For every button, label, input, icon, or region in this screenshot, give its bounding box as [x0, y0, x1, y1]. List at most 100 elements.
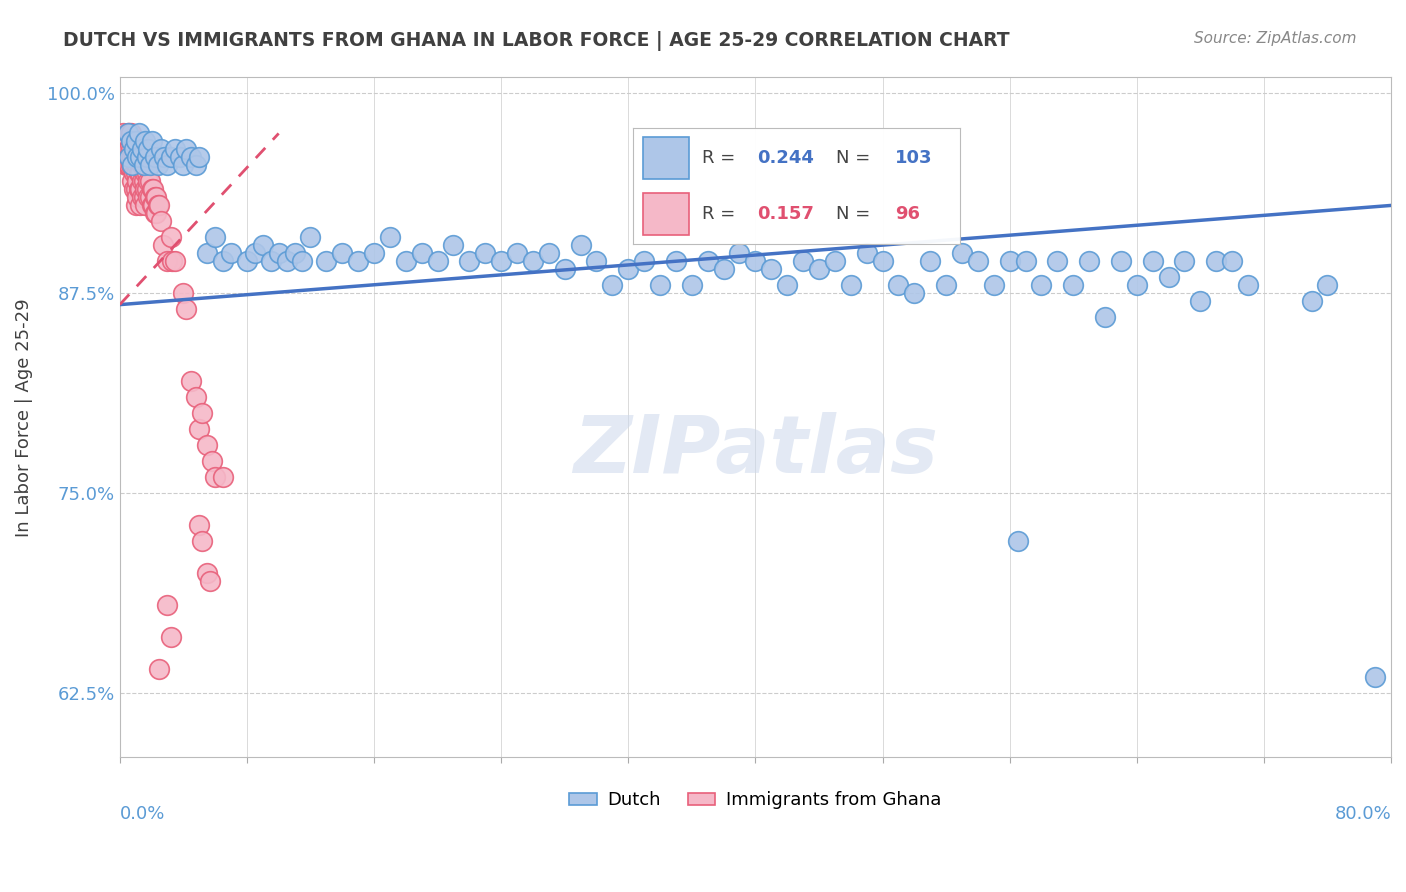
Point	[115, 158, 138, 172]
Point	[378, 230, 401, 244]
Point	[121, 174, 143, 188]
Point	[127, 174, 149, 188]
Point	[120, 150, 142, 164]
Point	[950, 246, 973, 260]
Point	[124, 182, 146, 196]
Point	[260, 254, 283, 268]
Text: R =: R =	[702, 149, 741, 167]
Point	[153, 150, 176, 164]
Point	[124, 150, 146, 164]
Point	[681, 278, 703, 293]
Point	[146, 198, 169, 212]
Point	[1109, 254, 1132, 268]
Point	[522, 254, 544, 268]
Point	[121, 135, 143, 149]
Point	[122, 135, 145, 149]
Point	[124, 135, 146, 149]
Point	[120, 127, 142, 141]
Point	[276, 254, 298, 268]
Point	[188, 518, 211, 533]
Point	[1062, 278, 1084, 293]
Point	[195, 566, 218, 581]
Point	[761, 262, 783, 277]
Point	[1094, 310, 1116, 325]
Point	[132, 158, 155, 172]
Point	[134, 182, 156, 196]
Point	[129, 198, 152, 212]
Bar	[643, 137, 689, 179]
Point	[127, 158, 149, 172]
Point	[1078, 254, 1101, 268]
Point	[347, 254, 370, 268]
Point	[124, 166, 146, 180]
Point	[633, 254, 655, 268]
Point	[131, 158, 153, 172]
Point	[141, 198, 163, 212]
Text: 0.244: 0.244	[758, 149, 814, 167]
Point	[728, 246, 751, 260]
Text: DUTCH VS IMMIGRANTS FROM GHANA IN LABOR FORCE | AGE 25-29 CORRELATION CHART: DUTCH VS IMMIGRANTS FROM GHANA IN LABOR …	[63, 31, 1010, 51]
Point	[363, 246, 385, 260]
Point	[176, 302, 198, 317]
Point	[602, 278, 624, 293]
Point	[1014, 254, 1036, 268]
Point	[411, 246, 433, 260]
Y-axis label: In Labor Force | Age 25-29: In Labor Force | Age 25-29	[15, 298, 32, 537]
Point	[792, 254, 814, 268]
Point	[143, 206, 166, 220]
Point	[159, 631, 181, 645]
Point	[121, 150, 143, 164]
Point	[145, 190, 167, 204]
Point	[1189, 294, 1212, 309]
Point	[330, 246, 353, 260]
Point	[713, 262, 735, 277]
Point	[115, 135, 138, 149]
Point	[204, 230, 226, 244]
Point	[117, 143, 139, 157]
Text: 96: 96	[896, 205, 920, 223]
Point	[156, 599, 179, 613]
Point	[299, 230, 322, 244]
Point	[1364, 670, 1386, 684]
Point	[138, 174, 160, 188]
Point	[132, 158, 155, 172]
Point	[267, 246, 290, 260]
Point	[118, 143, 141, 157]
Point	[1205, 254, 1227, 268]
Point	[1046, 254, 1069, 268]
Point	[138, 190, 160, 204]
Point	[776, 278, 799, 293]
Point	[903, 286, 925, 301]
Point	[807, 262, 830, 277]
Point	[458, 254, 481, 268]
Point	[118, 158, 141, 172]
Point	[824, 254, 846, 268]
Point	[489, 254, 512, 268]
Point	[291, 254, 314, 268]
Point	[1125, 278, 1147, 293]
Point	[122, 150, 145, 164]
Point	[184, 391, 207, 405]
Point	[135, 150, 157, 164]
Point	[855, 246, 877, 260]
Point	[117, 127, 139, 141]
Point	[131, 143, 153, 157]
Point	[191, 534, 214, 549]
Text: N =: N =	[837, 205, 876, 223]
Point	[134, 166, 156, 180]
Point	[145, 206, 167, 220]
Point	[129, 150, 152, 164]
Text: 0.0%: 0.0%	[120, 805, 165, 823]
Point	[744, 254, 766, 268]
Point	[188, 422, 211, 436]
Point	[131, 174, 153, 188]
Point	[141, 135, 163, 149]
Point	[127, 150, 149, 164]
Point	[122, 143, 145, 157]
Point	[122, 182, 145, 196]
Point	[172, 286, 194, 301]
Point	[129, 166, 152, 180]
Point	[920, 254, 942, 268]
Point	[887, 278, 910, 293]
Point	[132, 174, 155, 188]
